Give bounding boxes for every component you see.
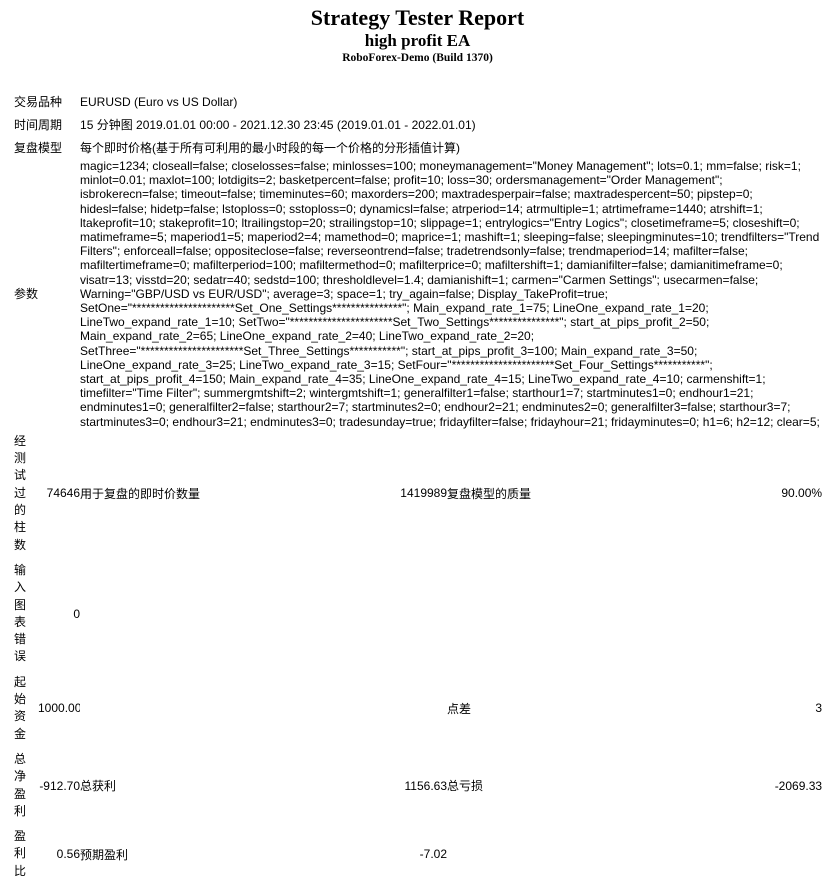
profit-factor-value: 0.56	[56, 847, 81, 862]
modelling-quality-value: 90.00%	[781, 486, 823, 501]
gross-profit-label: 总获利	[80, 779, 117, 793]
profit-factor-row: 盈利比 0.56 预期盈利 -7.02	[14, 824, 822, 880]
bars-tested-label: 经测试过的柱数	[14, 433, 27, 552]
chart-errors-row: 输入图表错误 0	[14, 558, 822, 670]
parameters-label: 参数	[14, 287, 39, 302]
report-title: Strategy Tester Report	[310, 5, 525, 30]
parameters-row: 参数 magic=1234; closeall=false; closeloss…	[14, 159, 822, 429]
report-header: Strategy Tester Report high profit EA Ro…	[0, 0, 835, 65]
initial-deposit-row: 起始资金 1000.00 点差 3	[14, 670, 822, 747]
total-net-profit-label: 总净盈利	[14, 751, 27, 818]
chart-errors-label: 输入图表错误	[14, 562, 27, 664]
gross-profit-value: 1156.63	[404, 778, 448, 793]
symbol-label: 交易品种	[14, 95, 63, 109]
model-label: 复盘模型	[14, 141, 63, 155]
parameters-value: magic=1234; closeall=false; closelosses=…	[80, 159, 820, 429]
gross-loss-value: -2069.33	[774, 778, 823, 793]
initial-deposit-label: 起始资金	[14, 674, 27, 741]
expected-payoff-value: -7.02	[419, 847, 448, 862]
gross-loss-label: 总亏损	[447, 779, 484, 793]
period-value: 15 分钟图 2019.01.01 00:00 - 2021.12.30 23:…	[80, 118, 476, 132]
empty-cell	[697, 824, 822, 880]
model-row: 复盘模型 每个即时价格(基于所有可利用的最小时段的每一个价格的分形插值计算)	[14, 136, 822, 159]
empty-cell	[447, 558, 697, 670]
empty-cell	[80, 558, 285, 670]
chart-errors-value: 0	[73, 606, 81, 621]
bars-tested-value: 74646	[46, 486, 81, 501]
period-row: 时间周期 15 分钟图 2019.01.01 00:00 - 2021.12.3…	[14, 113, 822, 136]
spread-value: 3	[815, 701, 823, 716]
expected-payoff-label: 预期盈利	[80, 847, 129, 862]
period-label: 时间周期	[14, 118, 63, 132]
total-net-profit-value: -912.70	[39, 778, 81, 793]
symbol-row: 交易品种 EURUSD (Euro vs US Dollar)	[14, 90, 822, 113]
symbol-value: EURUSD (Euro vs US Dollar)	[80, 94, 238, 109]
empty-cell	[285, 558, 447, 670]
empty-cell	[697, 558, 822, 670]
ticks-modelled-value: 1419989	[400, 486, 448, 501]
bars-tested-row: 经测试过的柱数 74646 用于复盘的即时价数量 1419989 复盘模型的质量…	[14, 429, 822, 558]
empty-cell	[447, 824, 697, 880]
ticks-modelled-label: 用于复盘的即时价数量	[80, 486, 201, 501]
report-table: 交易品种 EURUSD (Euro vs US Dollar) 时间周期 15 …	[14, 90, 822, 880]
empty-cell	[285, 670, 447, 747]
spread-label: 点差	[447, 701, 472, 716]
expert-advisor-name: high profit EA	[364, 31, 471, 50]
profit-factor-label: 盈利比	[14, 829, 27, 878]
server-build-line: RoboForex-Demo (Build 1370)	[342, 52, 493, 64]
initial-deposit-value: 1000.00	[38, 701, 81, 716]
empty-cell	[80, 670, 285, 747]
model-value: 每个即时价格(基于所有可利用的最小时段的每一个价格的分形插值计算)	[80, 141, 461, 155]
modelling-quality-label: 复盘模型的质量	[447, 486, 532, 501]
total-net-profit-row: 总净盈利 -912.70 总获利 1156.63 总亏损 -2069.33	[14, 747, 822, 824]
